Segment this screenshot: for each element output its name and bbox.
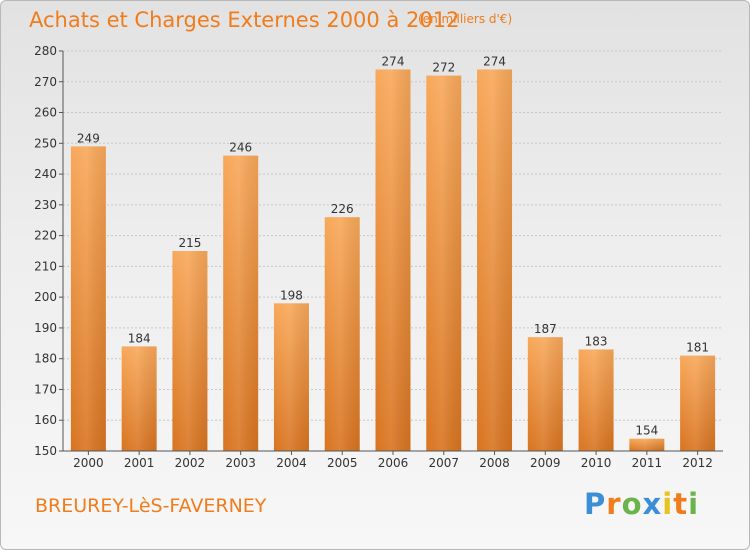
x-tick-label: 2001 [124, 456, 155, 470]
data-label: 272 [432, 61, 455, 75]
bar-shine [70, 146, 106, 451]
x-tick-label: 2005 [327, 456, 358, 470]
logo-letter: r [606, 487, 622, 521]
proxiti-logo: Proxiti [584, 487, 699, 521]
data-label: 215 [178, 236, 201, 250]
data-label: 274 [483, 54, 506, 68]
y-tick-label: 230 [34, 198, 57, 212]
bar-shine [121, 346, 157, 451]
logo-letter: i [662, 487, 674, 521]
data-label: 154 [635, 424, 658, 438]
bar-shine [680, 355, 716, 451]
bar-shine [578, 349, 614, 451]
x-tick-label: 2006 [378, 456, 409, 470]
data-label: 274 [382, 54, 405, 68]
data-label: 249 [77, 131, 100, 145]
logo-letter: P [584, 487, 607, 521]
chart-title: Achats et Charges Externes 2000 à 2012 [29, 8, 460, 32]
axes [62, 51, 723, 452]
bar-shine [426, 75, 462, 451]
x-axis-ticks: 2000 2001 2002 2003 2004 2005 2006 2007 2008 2009… [73, 451, 713, 470]
y-tick-label: 280 [34, 44, 57, 58]
data-label: 187 [534, 322, 557, 336]
x-tick-label: 2000 [73, 456, 104, 470]
data-label: 198 [280, 288, 303, 302]
bar-shine [223, 155, 259, 451]
data-label: 183 [585, 334, 608, 348]
bars [70, 69, 716, 451]
bar-shine [527, 337, 563, 451]
bar-shine [629, 438, 665, 451]
y-tick-label: 260 [34, 106, 57, 120]
x-tick-label: 2003 [225, 456, 256, 470]
bar-shine [172, 251, 208, 451]
y-tick-label: 190 [34, 321, 57, 335]
bar-shine [477, 69, 513, 451]
x-tick-label: 2010 [581, 456, 612, 470]
logo-letter: x [642, 487, 663, 521]
data-label: 246 [229, 141, 252, 155]
logo-letter: i [688, 487, 700, 521]
y-tick-label: 240 [34, 167, 57, 181]
bar-shine [324, 217, 360, 451]
x-tick-label: 2008 [479, 456, 510, 470]
y-tick-label: 220 [34, 229, 57, 243]
data-label: 184 [128, 331, 151, 345]
y-tick-label: 210 [34, 259, 57, 273]
x-tick-label: 2011 [632, 456, 663, 470]
data-label: 226 [331, 202, 354, 216]
y-tick-label: 170 [34, 382, 57, 396]
y-tick-label: 180 [34, 352, 57, 366]
chart-subtitle: (en milliers d'€) [418, 12, 513, 26]
bar-shine [273, 303, 309, 451]
y-tick-label: 270 [34, 75, 57, 89]
y-tick-label: 150 [34, 444, 57, 458]
y-axis-ticks: 150 160 170 180 190 200 210 220 230 240 250 260 270 2… [34, 44, 63, 458]
x-tick-label: 2007 [428, 456, 459, 470]
x-tick-label: 2004 [276, 456, 307, 470]
data-label: 181 [686, 341, 709, 355]
y-tick-label: 200 [34, 290, 57, 304]
y-tick-label: 160 [34, 413, 57, 427]
data-labels: 249 184 215 246 198 226 274 272 274 187 183 154 181 [77, 54, 709, 437]
logo-letter: t [673, 487, 689, 521]
x-tick-label: 2009 [530, 456, 561, 470]
logo-letter: o [621, 487, 643, 521]
place-name: BREUREY-LèS-FAVERNEY [35, 495, 267, 517]
y-tick-label: 250 [34, 136, 57, 150]
x-tick-label: 2002 [175, 456, 206, 470]
bar-shine [375, 69, 411, 451]
x-tick-label: 2012 [682, 456, 713, 470]
